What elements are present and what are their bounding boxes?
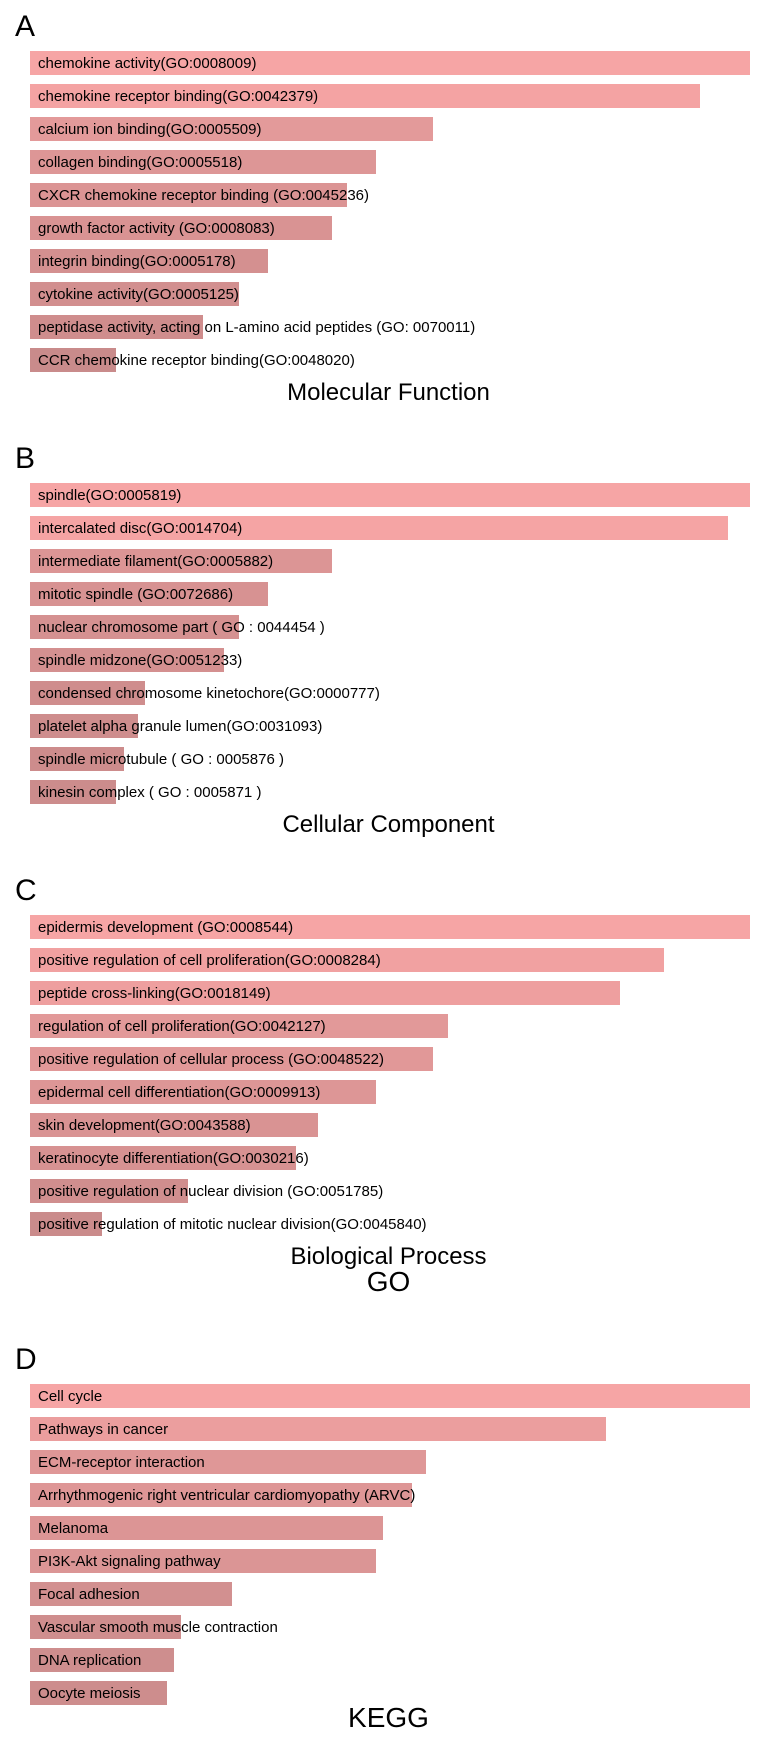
bar-row: chemokine activity(GO:0008009) — [30, 49, 757, 77]
bar-label: chemokine receptor binding(GO:0042379) — [30, 88, 318, 105]
section-title-go: GO — [20, 1266, 757, 1298]
bar-row: ECM-receptor interaction — [30, 1448, 757, 1476]
bar-row: mitotic spindle (GO:0072686) — [30, 580, 757, 608]
bar-label: spindle midzone(GO:0051233) — [30, 652, 242, 669]
bar-label: regulation of cell proliferation(GO:0042… — [30, 1018, 326, 1035]
bar-label: Focal adhesion — [30, 1586, 140, 1603]
bar-label: condensed chromosome kinetochore(GO:0000… — [30, 685, 380, 702]
panel-title-a: Molecular Function — [20, 379, 757, 407]
bar-label: mitotic spindle (GO:0072686) — [30, 586, 233, 603]
bar-label: chemokine activity(GO:0008009) — [30, 55, 256, 72]
bar-label: integrin binding(GO:0005178) — [30, 253, 236, 270]
bar-row: skin development(GO:0043588) — [30, 1111, 757, 1139]
bars-container-b: spindle(GO:0005819) intercalated disc(GO:… — [20, 481, 757, 806]
bar-label: growth factor activity (GO:0008083) — [30, 220, 275, 237]
bar-label: Oocyte meiosis — [30, 1685, 141, 1702]
bar-row: DNA replication — [30, 1646, 757, 1674]
bar-row: keratinocyte differentiation(GO:0030216) — [30, 1144, 757, 1172]
bar-label: kinesin complex ( GO : 0005871 ) — [30, 784, 261, 801]
bar-label: collagen binding(GO:0005518) — [30, 154, 242, 171]
bar-label: DNA replication — [30, 1652, 141, 1669]
bar-label: skin development(GO:0043588) — [30, 1117, 251, 1134]
bar-label: intercalated disc(GO:0014704) — [30, 520, 242, 537]
bar-row: growth factor activity (GO:0008083) — [30, 214, 757, 242]
bar-row: epidermal cell differentiation(GO:000991… — [30, 1078, 757, 1106]
bar-row: Arrhythmogenic right ventricular cardiom… — [30, 1481, 757, 1509]
bar-label: Arrhythmogenic right ventricular cardiom… — [30, 1487, 415, 1504]
bar-label: intermediate filament(GO:0005882) — [30, 553, 273, 570]
bar-row: epidermis development (GO:0008544) — [30, 913, 757, 941]
bar-row: positive regulation of mitotic nuclear d… — [30, 1210, 757, 1238]
panel-label-c: C — [15, 874, 757, 908]
bar-label: keratinocyte differentiation(GO:0030216) — [30, 1150, 309, 1167]
bar-row: Focal adhesion — [30, 1580, 757, 1608]
bar-label: platelet alpha granule lumen(GO:0031093) — [30, 718, 322, 735]
bar-row: cytokine activity(GO:0005125) — [30, 280, 757, 308]
bar-row: peptidase activity, acting on L-amino ac… — [30, 313, 757, 341]
bar-label: positive regulation of cell proliferatio… — [30, 952, 381, 969]
bar-row: Pathways in cancer — [30, 1415, 757, 1443]
bar-label: cytokine activity(GO:0005125) — [30, 286, 239, 303]
bar-row: platelet alpha granule lumen(GO:0031093) — [30, 712, 757, 740]
bar-row: Oocyte meiosis — [30, 1679, 757, 1707]
bar-row: condensed chromosome kinetochore(GO:0000… — [30, 679, 757, 707]
panel-title-b: Cellular Component — [20, 811, 757, 839]
bars-container-d: Cell cycle Pathways in cancer ECM-receptor… — [20, 1382, 757, 1707]
bars-container-c: epidermis development (GO:0008544) positi… — [20, 913, 757, 1238]
bar-row: CXCR chemokine receptor binding (GO:0045… — [30, 181, 757, 209]
bar-label: Vascular smooth muscle contraction — [30, 1619, 278, 1636]
bar-row: regulation of cell proliferation(GO:0042… — [30, 1012, 757, 1040]
bar-label: Cell cycle — [30, 1388, 102, 1405]
panel-c: C epidermis development (GO:0008544)posi… — [20, 874, 757, 1271]
bars-container-a: chemokine activity(GO:0008009) chemokine … — [20, 49, 757, 374]
bar-row: chemokine receptor binding(GO:0042379) — [30, 82, 757, 110]
bar-row: positive regulation of cell proliferatio… — [30, 946, 757, 974]
bar-row: nuclear chromosome part ( GO : 0044454 ) — [30, 613, 757, 641]
bar-label: positive regulation of nuclear division … — [30, 1183, 383, 1200]
bar-label: CXCR chemokine receptor binding (GO:0045… — [30, 187, 369, 204]
panel-a: A chemokine activity(GO:0008009)chemokin… — [20, 10, 757, 407]
bar-label: Melanoma — [30, 1520, 108, 1537]
bar-row: spindle microtubule ( GO : 0005876 ) — [30, 745, 757, 773]
bar-row: Vascular smooth muscle contraction — [30, 1613, 757, 1641]
bar-row: collagen binding(GO:0005518) — [30, 148, 757, 176]
panel-d: D Cell cyclePathways in cancerECM-recept… — [20, 1343, 757, 1707]
panel-label-b: B — [15, 442, 757, 476]
bar-label: spindle microtubule ( GO : 0005876 ) — [30, 751, 284, 768]
bar-row: CCR chemokine receptor binding(GO:004802… — [30, 346, 757, 374]
bar-label: PI3K-Akt signaling pathway — [30, 1553, 221, 1570]
bar-row: calcium ion binding(GO:0005509) — [30, 115, 757, 143]
bar-row: intermediate filament(GO:0005882) — [30, 547, 757, 575]
bar-row: spindle midzone(GO:0051233) — [30, 646, 757, 674]
bar-label: ECM-receptor interaction — [30, 1454, 205, 1471]
bar-label: epidermal cell differentiation(GO:000991… — [30, 1084, 320, 1101]
bar-label: epidermis development (GO:0008544) — [30, 919, 293, 936]
bar — [30, 1384, 750, 1408]
bar-label: Pathways in cancer — [30, 1421, 168, 1438]
bar-row: peptide cross-linking(GO:0018149) — [30, 979, 757, 1007]
bar-row: positive regulation of cellular process … — [30, 1045, 757, 1073]
bar-row: Cell cycle — [30, 1382, 757, 1410]
bar-label: peptidase activity, acting on L-amino ac… — [30, 319, 475, 336]
bar-row: Melanoma — [30, 1514, 757, 1542]
bar-row: PI3K-Akt signaling pathway — [30, 1547, 757, 1575]
panel-label-a: A — [15, 10, 757, 44]
bar-label: positive regulation of mitotic nuclear d… — [30, 1216, 427, 1233]
bar-row: kinesin complex ( GO : 0005871 ) — [30, 778, 757, 806]
bar-label: nuclear chromosome part ( GO : 0044454 ) — [30, 619, 325, 636]
panel-b: B spindle(GO:0005819)intercalated disc(G… — [20, 442, 757, 839]
bar-row: positive regulation of nuclear division … — [30, 1177, 757, 1205]
bar-label: spindle(GO:0005819) — [30, 487, 181, 504]
bar-row: integrin binding(GO:0005178) — [30, 247, 757, 275]
bar-label: positive regulation of cellular process … — [30, 1051, 384, 1068]
bar-label: CCR chemokine receptor binding(GO:004802… — [30, 352, 355, 369]
bar-row: intercalated disc(GO:0014704) — [30, 514, 757, 542]
bar-row: spindle(GO:0005819) — [30, 481, 757, 509]
bar-label: peptide cross-linking(GO:0018149) — [30, 985, 271, 1002]
chart-container: A chemokine activity(GO:0008009)chemokin… — [20, 10, 757, 1734]
bar-label: calcium ion binding(GO:0005509) — [30, 121, 261, 138]
panel-label-d: D — [15, 1343, 757, 1377]
